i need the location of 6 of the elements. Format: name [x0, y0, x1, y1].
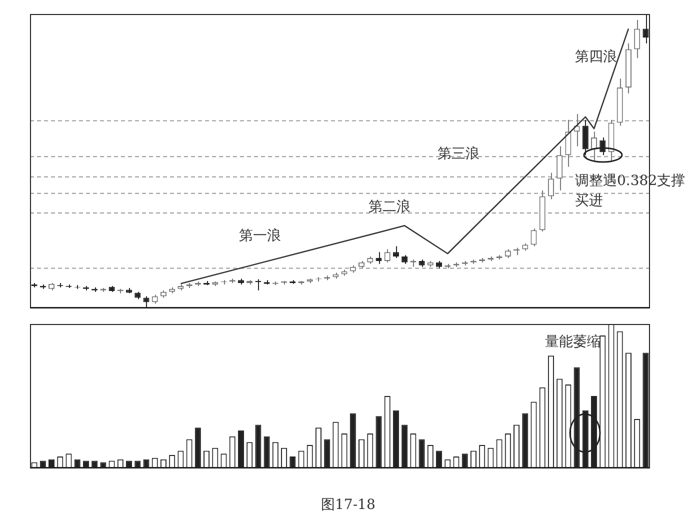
annotation: 买进: [574, 192, 604, 210]
caption: 图17-18: [320, 496, 376, 514]
annotation: 第三浪: [436, 145, 480, 164]
annotation: 第四浪: [574, 48, 618, 66]
annotation: 第二浪: [367, 198, 412, 216]
annotation: 第一浪: [238, 227, 282, 246]
